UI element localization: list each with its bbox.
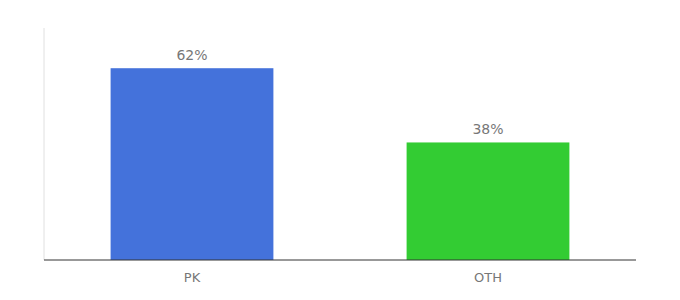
chart: 62% PK 38% OTH: [0, 0, 680, 300]
labels: 62% PK 38% OTH: [176, 47, 503, 285]
bar: [407, 142, 570, 260]
x-tick-label: OTH: [474, 270, 502, 285]
bar: [111, 68, 274, 260]
data-label: 38%: [472, 121, 503, 137]
x-tick-label: PK: [184, 270, 201, 285]
x-axis-line: [44, 260, 636, 261]
y-axis-line: [44, 28, 45, 260]
bars: [111, 68, 570, 260]
data-label: 62%: [176, 47, 207, 63]
chart-container: 62% PK 38% OTH: [0, 0, 680, 300]
